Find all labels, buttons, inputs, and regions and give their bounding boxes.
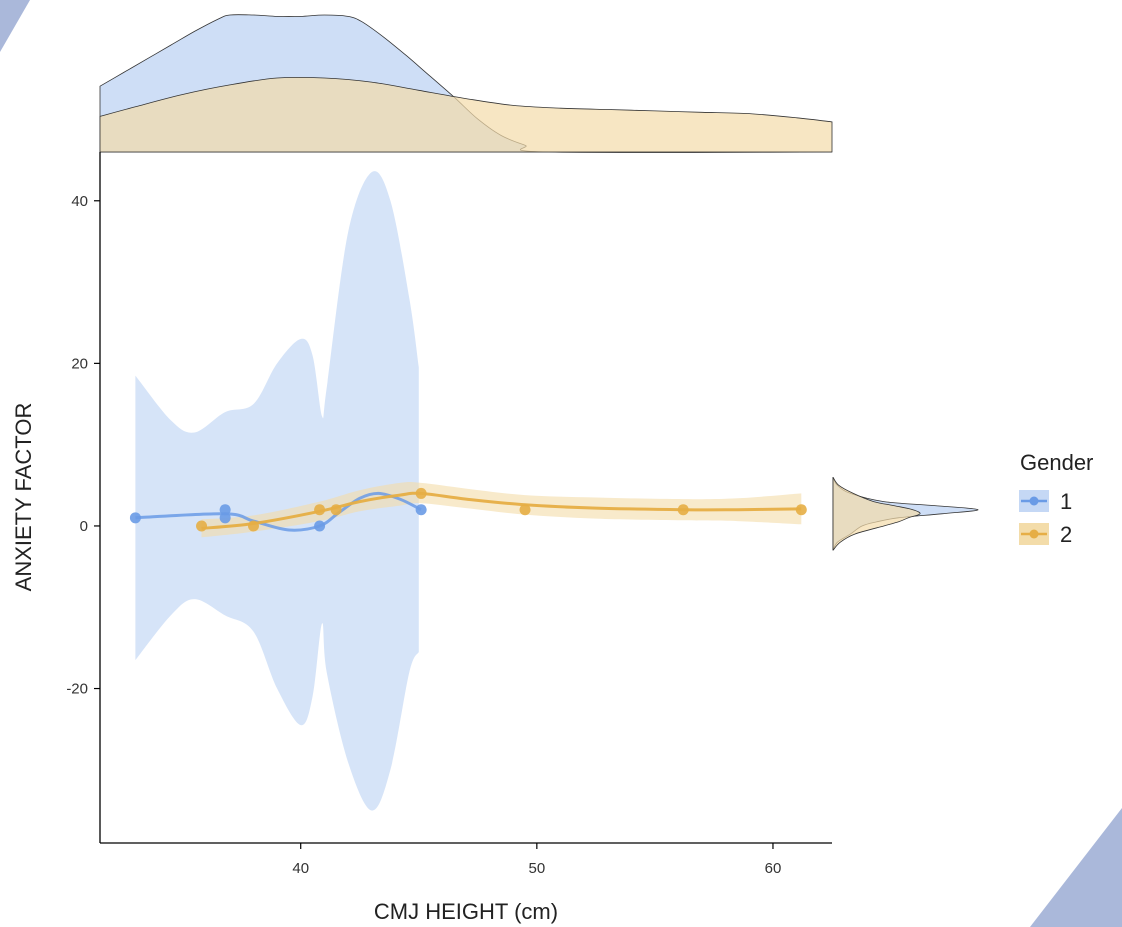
y-tick-label-0: 40: [71, 193, 88, 210]
point-gender-2-6: [677, 504, 689, 516]
point-gender-1-0: [129, 512, 141, 524]
point-gender-2-0: [196, 520, 208, 532]
point-gender-1-1: [219, 512, 231, 524]
x-axis-ticks: 40 50 60: [292, 843, 781, 877]
ci-band-gender-2: [201, 482, 802, 538]
x-axis-title: CMJ HEIGHT (cm): [374, 899, 558, 924]
legend-key-2-point: [1029, 529, 1039, 539]
legend: Gender 1 2: [1019, 450, 1093, 547]
top-marginal-density: [99, 14, 833, 153]
y-axis-title: ANXIETY FACTOR: [11, 403, 36, 592]
ci-band-gender-1: [135, 171, 419, 811]
trend-line-gender-1: [135, 491, 422, 532]
point-gender-1-2: [219, 504, 231, 516]
point-gender-2-4: [415, 487, 427, 499]
point-gender-1-3: [314, 520, 326, 532]
corner-decor-bottom-right: [1030, 808, 1122, 927]
top-density-gender-2: [99, 76, 833, 153]
y-tick-label-1: 20: [71, 355, 88, 372]
y-tick-label-3: -20: [66, 681, 88, 698]
point-gender-2-2: [314, 504, 326, 516]
plot-panel: [129, 171, 807, 811]
point-gender-2-3: [330, 504, 342, 516]
legend-label-1: 1: [1060, 489, 1072, 514]
y-axis-ticks: 40 20 0 -20: [66, 193, 100, 698]
right-marginal-density: [832, 476, 979, 551]
legend-item-2: 2: [1019, 522, 1072, 547]
x-tick-label-2: 60: [765, 860, 782, 877]
y-tick-label-2: 0: [80, 518, 88, 535]
right-density-gender-2: [832, 476, 921, 551]
point-gender-2-1: [247, 520, 259, 532]
legend-label-2: 2: [1060, 522, 1072, 547]
corner-decor-top-left: [0, 0, 30, 52]
point-gender-2-5: [519, 504, 531, 516]
legend-title: Gender: [1020, 450, 1093, 475]
x-tick-label-1: 50: [528, 860, 545, 877]
legend-key-1-point: [1029, 496, 1039, 506]
point-gender-1-4: [415, 504, 427, 516]
legend-item-1: 1: [1019, 489, 1072, 514]
point-gender-2-7: [795, 504, 807, 516]
x-tick-label-0: 40: [292, 860, 309, 877]
